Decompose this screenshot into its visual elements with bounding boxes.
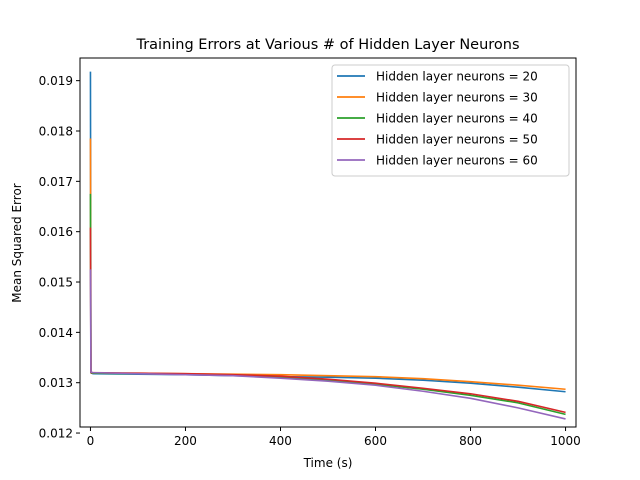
x-axis-ticks: 0 200 400 600 800 1000 — [87, 427, 581, 448]
x-tick-label: 200 — [174, 434, 197, 448]
legend-label-3: Hidden layer neurons = 40 — [376, 112, 538, 126]
legend-label-4: Hidden layer neurons = 50 — [376, 133, 538, 147]
x-tick-label: 600 — [364, 434, 387, 448]
legend-label-1: Hidden layer neurons = 20 — [376, 70, 538, 84]
x-tick-label: 0 — [87, 434, 95, 448]
x-tick-label: 800 — [459, 434, 482, 448]
series-line-5 — [89, 269, 566, 420]
chart-title: Training Errors at Various # of Hidden L… — [135, 37, 519, 53]
y-tick-label: 0.017 — [39, 175, 73, 189]
legend-box — [331, 64, 570, 177]
y-tick-label: 0.018 — [39, 124, 73, 138]
x-axis-label: Time (s) — [303, 456, 353, 470]
y-axis-label: Mean Squared Error — [10, 183, 24, 303]
y-tick-label: 0.012 — [39, 427, 73, 441]
legend-label-5: Hidden layer neurons = 60 — [376, 154, 538, 168]
plot-frame — [79, 57, 577, 428]
plot-lines — [89, 71, 566, 420]
legend-label-2: Hidden layer neurons = 30 — [376, 91, 538, 105]
y-tick-label: 0.015 — [39, 276, 73, 290]
x-tick-label: 1000 — [550, 434, 581, 448]
x-tick-label: 400 — [269, 434, 292, 448]
legend: Hidden layer neurons = 20 Hidden layer ne… — [331, 64, 570, 177]
y-tick-label: 0.019 — [39, 74, 73, 88]
y-tick-label: 0.016 — [39, 225, 73, 239]
y-tick-label: 0.013 — [39, 376, 73, 390]
y-tick-label: 0.014 — [39, 326, 73, 340]
y-axis-ticks: 0.012 0.013 0.014 0.015 0.016 0.017 0.018 0.019 — [39, 74, 80, 441]
